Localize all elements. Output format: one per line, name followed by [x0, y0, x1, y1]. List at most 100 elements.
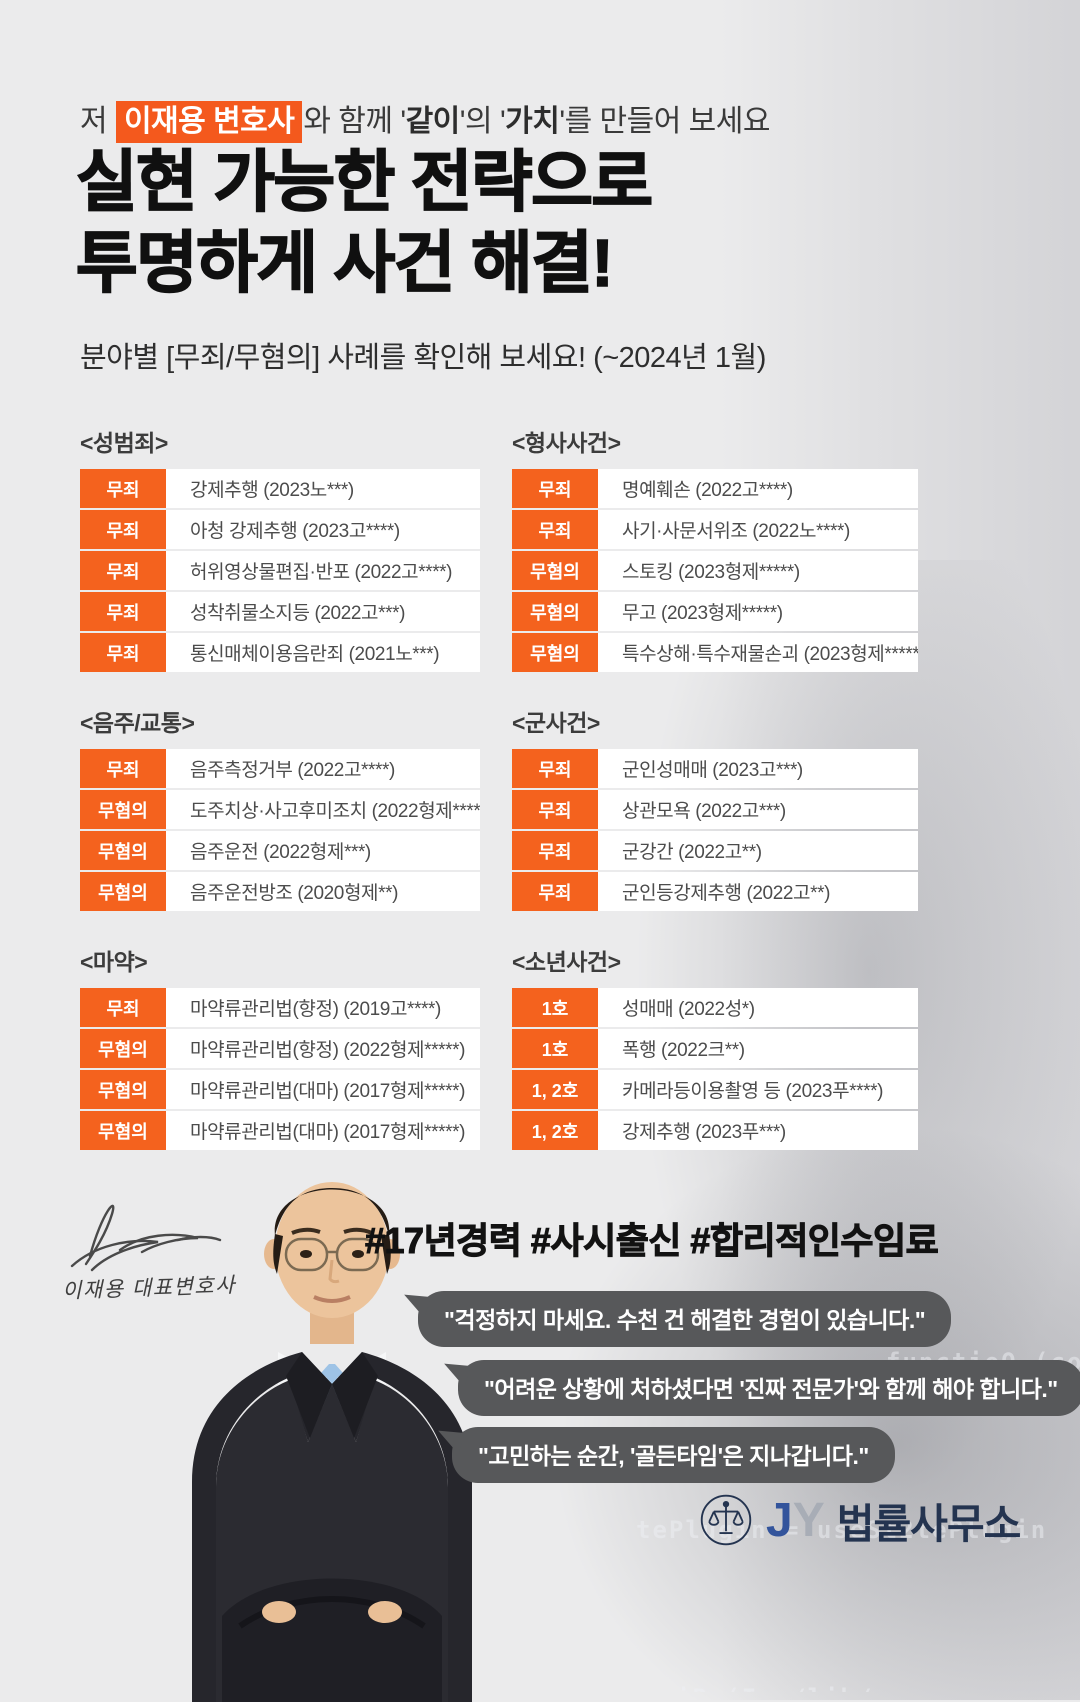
case-tables-grid: <성범죄> 무죄 강제추행 (2023노***) 무죄 아청 강제추행 (2023고…	[80, 424, 918, 1152]
tagline-bold1: 같이	[405, 105, 461, 138]
signature-caption: 이재용 대표변호사	[61, 1273, 237, 1304]
firm-initial-j: J	[766, 1493, 793, 1547]
case-description: 특수상해·특수재물손괴 (2023형제*****)	[598, 633, 918, 672]
background-code-line: iRe(I../lib/co	[636, 1670, 1080, 1692]
table-row: 무혐의 마약류관리법(대마) (2017형제*****)	[80, 1070, 480, 1109]
case-description: 마약류관리법(향정) (2019고****)	[166, 988, 480, 1027]
firm-initial-y: Y	[792, 1493, 825, 1547]
background-code-line: tePlugin = useSt2tePlugin	[636, 1516, 1048, 1544]
case-description: 마약류관리법(대마) (2017형제*****)	[166, 1111, 480, 1150]
table-row: 무혐의 스토킹 (2023형제*****)	[512, 551, 918, 590]
case-description: 음주측정거부 (2022고****)	[166, 749, 480, 788]
case-description: 군강간 (2022고**)	[598, 831, 918, 870]
tagline: 저 이재용 변호사 와 함께 '같이'의 '가치'를 만들어 보세요	[80, 96, 770, 143]
table-category-label: <마약>	[80, 949, 148, 975]
case-description: 음주운전 (2022형제***)	[166, 831, 480, 870]
table-row: 1, 2호 강제추행 (2023푸***)	[512, 1111, 918, 1150]
table-row: 무죄 명예훼손 (2022고****)	[512, 469, 918, 508]
lawyer-photo	[192, 1182, 472, 1702]
verdict-badge: 무죄	[512, 469, 598, 508]
table-row: 1, 2호 카메라등이용촬영 등 (2023푸****)	[512, 1070, 918, 1109]
table-row: 무죄 마약류관리법(향정) (2019고****)	[80, 988, 480, 1027]
firm-name: 법률사무소	[836, 1501, 1022, 1547]
page-subtitle: 분야별 [무죄/무혐의] 사례를 확인해 보세요! (~2024년 1월)	[80, 342, 766, 374]
table-row: 무죄 성착취물소지등 (2022고***)	[80, 592, 480, 631]
table-row: 무혐의 마약류관리법(대마) (2017형제*****)	[80, 1111, 480, 1150]
case-description: 사기·사문서위조 (2022노****)	[598, 510, 918, 549]
verdict-badge: 1, 2호	[512, 1111, 598, 1150]
table-row: 무죄 군인등강제추행 (2022고**)	[512, 872, 918, 911]
case-description: 도주치상·사고후미조치 (2022형제*****)	[166, 790, 480, 829]
verdict-badge: 무죄	[80, 592, 166, 631]
table-criminal-cases: <형사사건> 무죄 명예훼손 (2022고****) 무죄 사기·사문서위조 (20…	[512, 424, 918, 674]
case-description: 강제추행 (2023노***)	[166, 469, 480, 508]
table-row: 무죄 군인성매매 (2023고***)	[512, 749, 918, 788]
verdict-badge: 무죄	[512, 749, 598, 788]
table-row: 무혐의 마약류관리법(향정) (2022형제*****)	[80, 1029, 480, 1068]
table-sex-crimes: <성범죄> 무죄 강제추행 (2023노***) 무죄 아청 강제추행 (2023고…	[80, 424, 480, 674]
table-row: 무혐의 도주치상·사고후미조치 (2022형제*****)	[80, 790, 480, 829]
case-description: 군인성매매 (2023고***)	[598, 749, 918, 788]
table-row: 무죄 군강간 (2022고**)	[512, 831, 918, 870]
verdict-badge: 무혐의	[80, 1029, 166, 1068]
case-description: 명예훼손 (2022고****)	[598, 469, 918, 508]
table-category-label: <소년사건>	[512, 949, 621, 975]
case-description: 성매매 (2022성*)	[598, 988, 918, 1027]
case-description: 허위영상물편집·반포 (2022고****)	[166, 551, 480, 590]
table-category-label: <형사사건>	[512, 430, 621, 456]
table-juvenile-cases: <소년사건> 1호 성매매 (2022성*) 1호 폭행 (2022크**) 1, …	[512, 943, 918, 1152]
quote-bubble: "어려운 상황에 처하셨다면 '진짜 전문가'와 함께 해야 합니다."	[458, 1360, 1080, 1416]
tagline-part2: '의 '	[459, 105, 506, 138]
table-row: 무혐의 음주운전방조 (2020형제**)	[80, 872, 480, 911]
page-title: 실현 가능한 전략으로 투명하게 사건 해결!	[75, 142, 654, 304]
table-row: 무죄 사기·사문서위조 (2022노****)	[512, 510, 918, 549]
table-category-label: <음주/교통>	[80, 710, 195, 736]
tagline-part1: 와 함께 '	[303, 105, 406, 138]
tagline-prefix: 저	[80, 105, 115, 138]
table-row: 무죄 허위영상물편집·반포 (2022고****)	[80, 551, 480, 590]
quote-bubble: "고민하는 순간, '골든타임'은 지나갑니다."	[452, 1427, 895, 1483]
page-title-line2: 투명하게 사건 해결!	[75, 225, 614, 302]
table-row: 무혐의 특수상해·특수재물손괴 (2023형제*****)	[512, 633, 918, 672]
case-description: 군인등강제추행 (2022고**)	[598, 872, 918, 911]
table-drug-cases: <마약> 무죄 마약류관리법(향정) (2019고****) 무혐의 마약류관리법(…	[80, 943, 480, 1152]
verdict-badge: 무혐의	[80, 1070, 166, 1109]
verdict-badge: 무죄	[80, 633, 166, 672]
tagline-part3: '를 만들어 보세요	[559, 105, 770, 138]
verdict-badge: 무혐의	[80, 831, 166, 870]
verdict-badge: 무혐의	[80, 872, 166, 911]
firm-initials: JY	[766, 1493, 825, 1548]
case-description: 스토킹 (2023형제*****)	[598, 551, 918, 590]
quote-bubble: "걱정하지 마세요. 수천 건 해결한 경험이 있습니다."	[418, 1291, 952, 1347]
verdict-badge: 무죄	[80, 749, 166, 788]
verdict-badge: 무죄	[512, 872, 598, 911]
verdict-badge: 무혐의	[80, 790, 166, 829]
scales-icon	[700, 1494, 752, 1546]
signature-icon	[70, 1204, 222, 1272]
table-category-label: <군사건>	[512, 710, 600, 736]
table-row: 무혐의 음주운전 (2022형제***)	[80, 831, 480, 870]
verdict-badge: 무혐의	[512, 551, 598, 590]
verdict-badge: 무혐의	[80, 1111, 166, 1150]
page-title-line1: 실현 가능한 전략으로	[75, 144, 654, 221]
case-description: 카메라등이용촬영 등 (2023푸****)	[598, 1070, 918, 1109]
table-row: 무죄 상관모욕 (2022고***)	[512, 790, 918, 829]
table-row: 1호 폭행 (2022크**)	[512, 1029, 918, 1068]
verdict-badge: 무죄	[80, 988, 166, 1027]
verdict-badge: 무죄	[512, 831, 598, 870]
case-description: 상관모욕 (2022고***)	[598, 790, 918, 829]
table-row: 1호 성매매 (2022성*)	[512, 988, 918, 1027]
verdict-badge: 무죄	[80, 551, 166, 590]
case-description: 폭행 (2022크**)	[598, 1029, 918, 1068]
table-row: 무죄 음주측정거부 (2022고****)	[80, 749, 480, 788]
verdict-badge: 무혐의	[512, 633, 598, 672]
verdict-badge: 1호	[512, 1029, 598, 1068]
table-row: 무죄 아청 강제추행 (2023고****)	[80, 510, 480, 549]
verdict-badge: 1호	[512, 988, 598, 1027]
verdict-badge: 무죄	[512, 510, 598, 549]
table-military-cases: <군사건> 무죄 군인성매매 (2023고***) 무죄 상관모욕 (2022고**…	[512, 704, 918, 913]
tagline-bold2: 가치	[505, 105, 560, 138]
table-row: 무죄 통신매체이용음란죄 (2021노***)	[80, 633, 480, 672]
case-description: 마약류관리법(대마) (2017형제*****)	[166, 1070, 480, 1109]
case-description: 마약류관리법(향정) (2022형제*****)	[166, 1029, 480, 1068]
